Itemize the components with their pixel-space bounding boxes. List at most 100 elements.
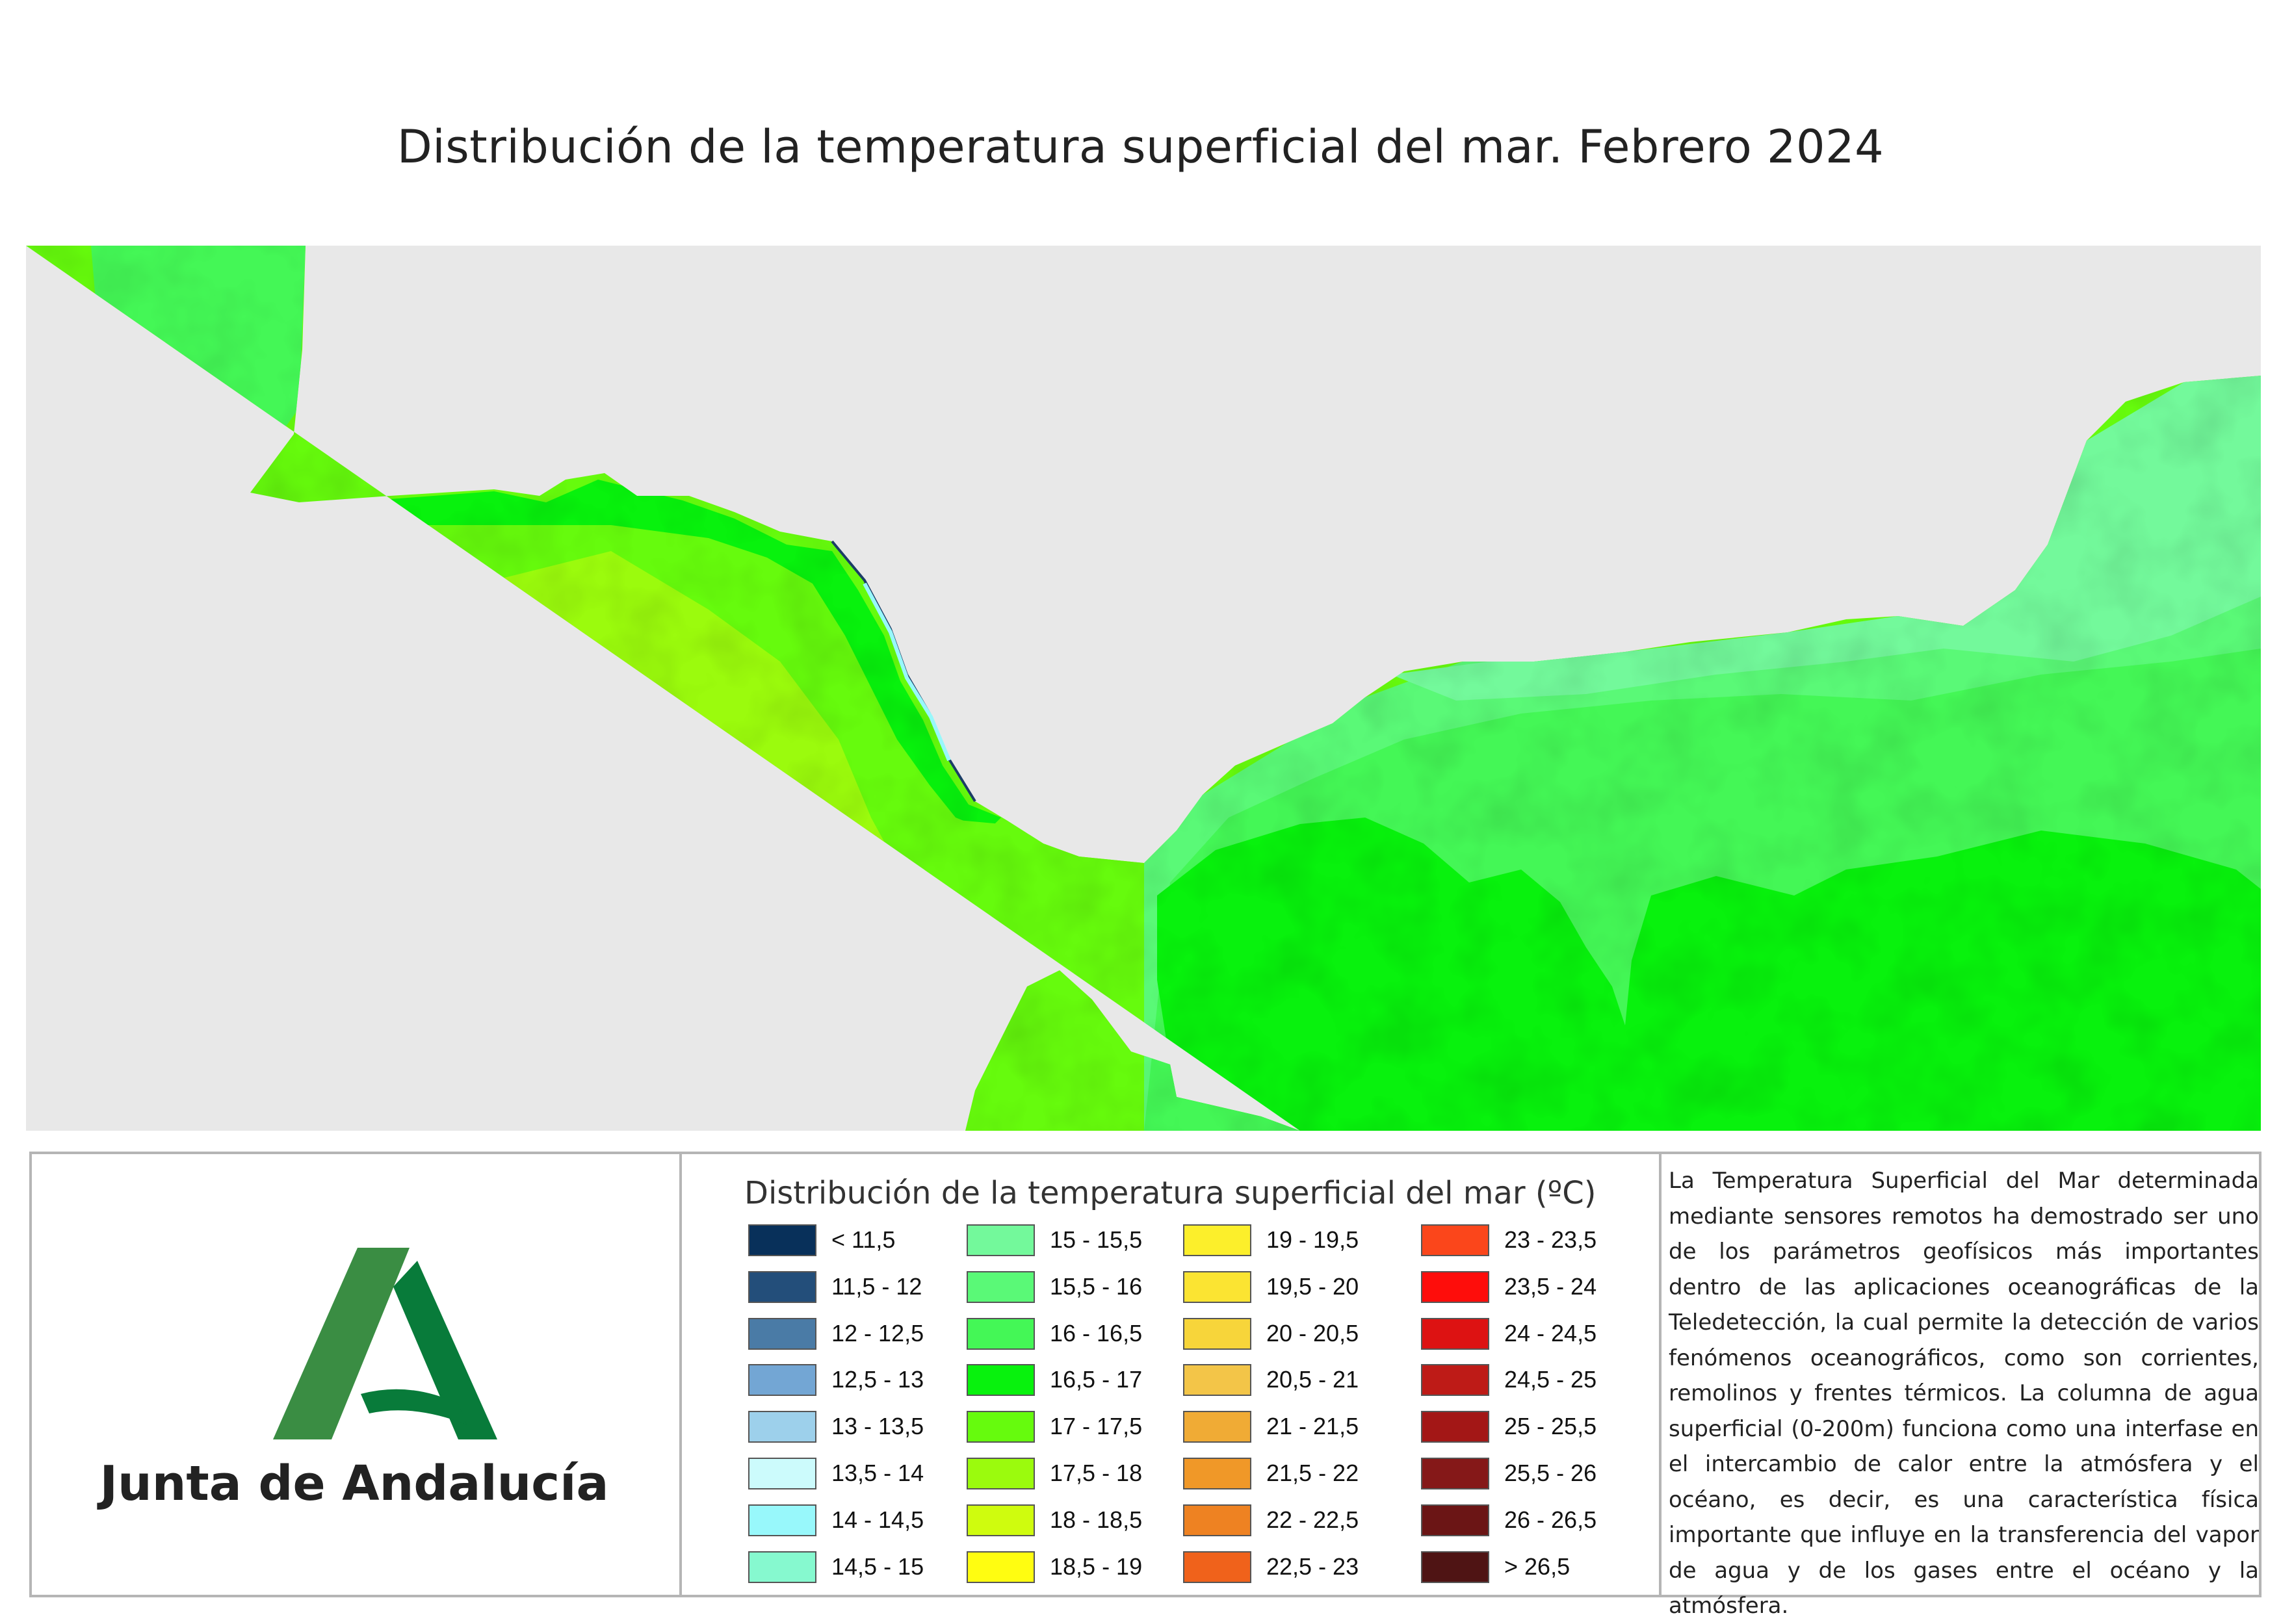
legend-label: 12,5 - 13 <box>831 1366 924 1393</box>
legend-item: 16 - 16,5 <box>967 1315 1142 1352</box>
legend-item: > 26,5 <box>1421 1549 1570 1585</box>
legend-swatch <box>967 1551 1035 1583</box>
legend-item: 11,5 - 12 <box>748 1269 922 1305</box>
legend-item: 23 - 23,5 <box>1421 1222 1597 1258</box>
legend-label: 13,5 - 14 <box>831 1460 924 1486</box>
legend-swatch <box>1183 1270 1251 1303</box>
legend-label: 14,5 - 15 <box>831 1553 924 1580</box>
legend-title: Distribución de la temperatura superfici… <box>744 1175 1597 1211</box>
legend-label: 24,5 - 25 <box>1504 1366 1597 1393</box>
sea-surface-temperature-map <box>26 246 2261 1131</box>
panel-divider-right <box>1659 1152 1662 1597</box>
legend-label: 16 - 16,5 <box>1050 1320 1143 1347</box>
description-text: La Temperatura Superficial del Mar deter… <box>1669 1168 2259 1619</box>
legend-label: 25 - 25,5 <box>1504 1413 1597 1439</box>
map-title: Distribución de la temperatura superfici… <box>397 120 1884 174</box>
legend-swatch <box>1183 1551 1251 1583</box>
panel-divider-left <box>679 1152 682 1597</box>
legend-swatch <box>748 1224 816 1256</box>
legend-label: 17 - 17,5 <box>1050 1413 1143 1439</box>
legend-swatch <box>748 1363 816 1396</box>
legend-item: 21,5 - 22 <box>1183 1455 1359 1491</box>
legend-swatch <box>1421 1317 1489 1350</box>
legend-label: 19,5 - 20 <box>1266 1273 1359 1300</box>
legend-label: < 11,5 <box>831 1226 896 1253</box>
legend-label: 22 - 22,5 <box>1266 1506 1359 1533</box>
legend-label: 15,5 - 16 <box>1050 1273 1143 1300</box>
legend-item: 19 - 19,5 <box>1183 1222 1359 1258</box>
organization-name: Junta de Andalucía <box>99 1456 609 1512</box>
legend-item: 16,5 - 17 <box>967 1361 1142 1398</box>
legend-label: 24 - 24,5 <box>1504 1320 1597 1347</box>
legend-label: 16,5 - 17 <box>1050 1366 1143 1393</box>
legend-item: 12 - 12,5 <box>748 1315 924 1352</box>
legend-label: 23 - 23,5 <box>1504 1226 1597 1253</box>
legend-item: 14,5 - 15 <box>748 1549 924 1585</box>
legend-label: 21 - 21,5 <box>1266 1413 1359 1439</box>
legend-swatch <box>1183 1317 1251 1350</box>
legend-swatch <box>1183 1504 1251 1536</box>
logo-block: Junta de Andalucía <box>29 1152 679 1597</box>
legend-swatch <box>748 1457 816 1489</box>
legend-item: 17 - 17,5 <box>967 1408 1142 1445</box>
legend-label: 18,5 - 19 <box>1050 1553 1143 1580</box>
legend-swatch <box>1421 1270 1489 1303</box>
legend-swatch <box>967 1410 1035 1443</box>
legend-swatch <box>1421 1224 1489 1256</box>
legend-label: 20 - 20,5 <box>1266 1320 1359 1347</box>
legend-swatch <box>967 1457 1035 1489</box>
legend-label: 22,5 - 23 <box>1266 1553 1359 1580</box>
legend-swatch <box>1183 1457 1251 1489</box>
legend-item: < 11,5 <box>748 1222 895 1258</box>
legend-swatch <box>1421 1504 1489 1536</box>
info-panel <box>29 1152 2261 1597</box>
legend-label: 19 - 19,5 <box>1266 1226 1359 1253</box>
legend-label: > 26,5 <box>1504 1553 1571 1580</box>
legend-item: 24 - 24,5 <box>1421 1315 1597 1352</box>
legend-label: 12 - 12,5 <box>831 1320 924 1347</box>
legend-label: 18 - 18,5 <box>1050 1506 1143 1533</box>
legend-item: 12,5 - 13 <box>748 1361 924 1398</box>
legend-swatch <box>967 1224 1035 1256</box>
legend-label: 25,5 - 26 <box>1504 1460 1597 1486</box>
legend-swatch <box>1183 1410 1251 1443</box>
andalucia-a-logo-icon <box>273 1248 497 1439</box>
legend-label: 14 - 14,5 <box>831 1506 924 1533</box>
legend-swatch <box>748 1504 816 1536</box>
legend-item: 13,5 - 14 <box>748 1455 924 1491</box>
legend-swatch <box>967 1504 1035 1536</box>
legend-item: 25,5 - 26 <box>1421 1455 1597 1491</box>
legend-item: 20,5 - 21 <box>1183 1361 1359 1398</box>
legend-item: 22,5 - 23 <box>1183 1549 1359 1585</box>
coastline-highlight <box>863 582 951 762</box>
legend-item: 15 - 15,5 <box>967 1222 1142 1258</box>
legend-item: 25 - 25,5 <box>1421 1408 1597 1445</box>
legend-label: 11,5 - 12 <box>831 1273 922 1300</box>
legend-item: 26 - 26,5 <box>1421 1502 1597 1538</box>
legend-item: 14 - 14,5 <box>748 1502 924 1538</box>
legend-swatch <box>748 1410 816 1443</box>
legend-swatch <box>1183 1363 1251 1396</box>
legend-swatch <box>1421 1551 1489 1583</box>
legend-swatch <box>1421 1363 1489 1396</box>
legend-item: 13 - 13,5 <box>748 1408 924 1445</box>
legend-swatch <box>748 1551 816 1583</box>
legend-item: 24,5 - 25 <box>1421 1361 1597 1398</box>
legend-item: 21 - 21,5 <box>1183 1408 1359 1445</box>
legend-swatch <box>1421 1410 1489 1443</box>
legend-swatch <box>748 1317 816 1350</box>
legend-swatch <box>967 1363 1035 1396</box>
legend-label: 20,5 - 21 <box>1266 1366 1359 1393</box>
legend-label: 23,5 - 24 <box>1504 1273 1597 1300</box>
legend-label: 26 - 26,5 <box>1504 1506 1597 1533</box>
legend-label: 21,5 - 22 <box>1266 1460 1359 1486</box>
legend-label: 17,5 - 18 <box>1050 1460 1143 1486</box>
legend-swatch <box>1183 1224 1251 1256</box>
legend-item: 17,5 - 18 <box>967 1455 1142 1491</box>
legend-item: 15,5 - 16 <box>967 1269 1142 1305</box>
legend-item: 19,5 - 20 <box>1183 1269 1359 1305</box>
legend-label: 13 - 13,5 <box>831 1413 924 1439</box>
legend-item: 18 - 18,5 <box>967 1502 1142 1538</box>
legend-item: 23,5 - 24 <box>1421 1269 1597 1305</box>
legend-swatch <box>967 1317 1035 1350</box>
